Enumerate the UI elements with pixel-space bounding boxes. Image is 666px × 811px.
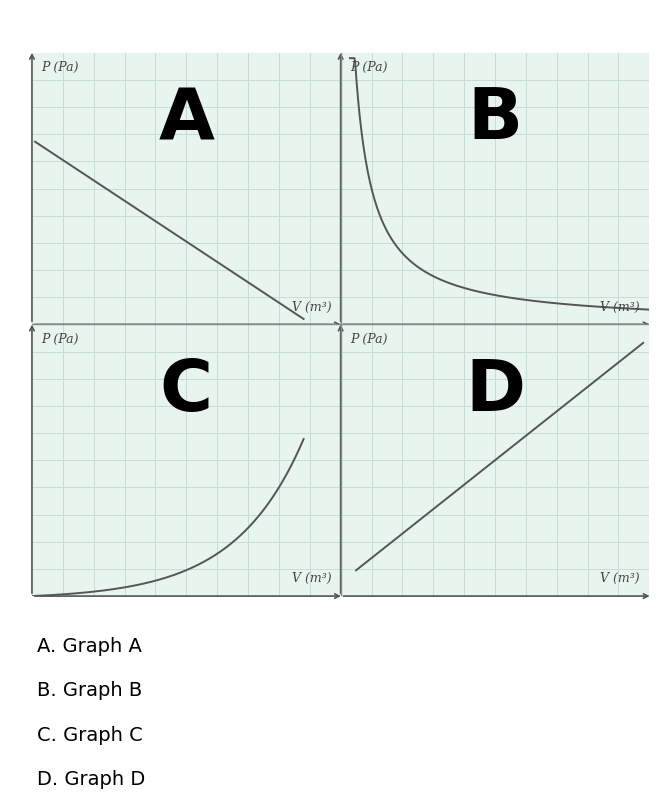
Text: B. Graph B: B. Graph B [37,681,142,700]
Text: D. Graph D: D. Graph D [37,770,145,789]
Text: P (Pa): P (Pa) [350,333,388,345]
Text: C: C [160,357,213,426]
Text: A: A [159,85,214,154]
Text: V (m³): V (m³) [601,573,640,586]
Text: P (Pa): P (Pa) [350,61,388,74]
Text: V (m³): V (m³) [292,573,332,586]
Text: P (Pa): P (Pa) [41,61,79,74]
Text: V (m³): V (m³) [292,301,332,314]
Text: A. Graph A: A. Graph A [37,637,141,655]
Text: P (Pa): P (Pa) [41,333,79,345]
Text: D: D [465,357,525,426]
Text: C. Graph C: C. Graph C [37,726,143,744]
Text: B: B [468,85,523,154]
Text: V (m³): V (m³) [601,301,640,314]
